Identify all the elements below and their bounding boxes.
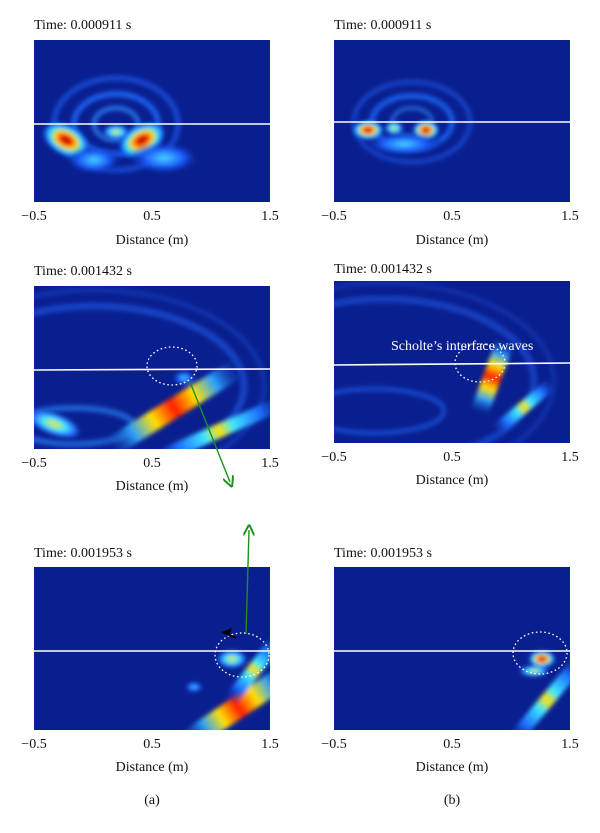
wavefield-plot-b1 (334, 40, 570, 202)
wavefield-plot-b3 (334, 567, 570, 730)
xtick-a1-2: 1.5 (261, 209, 279, 224)
xtick-b1-0: −0.5 (321, 209, 347, 224)
xtick-b2-1: 0.5 (443, 450, 461, 465)
scholte-annotation: Scholte’s interface waves (391, 339, 534, 354)
xtick-a2-2: 1.5 (261, 456, 279, 471)
xtick-a3-1: 0.5 (143, 737, 161, 752)
black-arrow-icon (221, 628, 237, 639)
xtick-b2-0: −0.5 (321, 450, 347, 465)
time-label-b2: Time: 0.001432 s (334, 262, 432, 277)
xlabel-a2: Distance (m) (115, 479, 189, 494)
xlabel-b3: Distance (m) (415, 760, 489, 775)
wavefield-plot-a2 (34, 286, 270, 449)
xtick-a3-2: 1.5 (261, 737, 279, 752)
xtick-b3-2: 1.5 (561, 737, 579, 752)
xlabel-a1: Distance (m) (115, 233, 189, 248)
xtick-a3-0: −0.5 (21, 737, 47, 752)
xtick-b3-0: −0.5 (321, 737, 347, 752)
xlabel-a3: Distance (m) (115, 760, 189, 775)
time-label-b1: Time: 0.000911 s (334, 18, 432, 33)
caption-a: (a) (144, 793, 160, 808)
time-label-b3: Time: 0.001953 s (334, 546, 432, 561)
xtick-a2-0: −0.5 (21, 456, 47, 471)
caption-b: (b) (443, 793, 461, 808)
time-label-a2: Time: 0.001432 s (34, 264, 132, 279)
wavefield-plot-a3 (34, 567, 270, 730)
xtick-b3-1: 0.5 (443, 737, 461, 752)
green-arrow-up (246, 530, 249, 635)
xtick-b1-1: 0.5 (443, 209, 461, 224)
green-arrow-down (189, 381, 230, 482)
time-label-a3: Time: 0.001953 s (34, 546, 132, 561)
xlabel-b2: Distance (m) (415, 473, 489, 488)
xlabel-b1: Distance (m) (415, 233, 489, 248)
xtick-b1-2: 1.5 (561, 209, 579, 224)
xtick-a2-1: 0.5 (143, 456, 161, 471)
xtick-a1-0: −0.5 (21, 209, 47, 224)
xtick-b2-2: 1.5 (561, 450, 579, 465)
time-label-a1: Time: 0.000911 s (34, 18, 132, 33)
xtick-a1-1: 0.5 (143, 209, 161, 224)
wavefield-plot-a1 (34, 40, 270, 202)
wavefield-plot-b2 (334, 281, 570, 443)
